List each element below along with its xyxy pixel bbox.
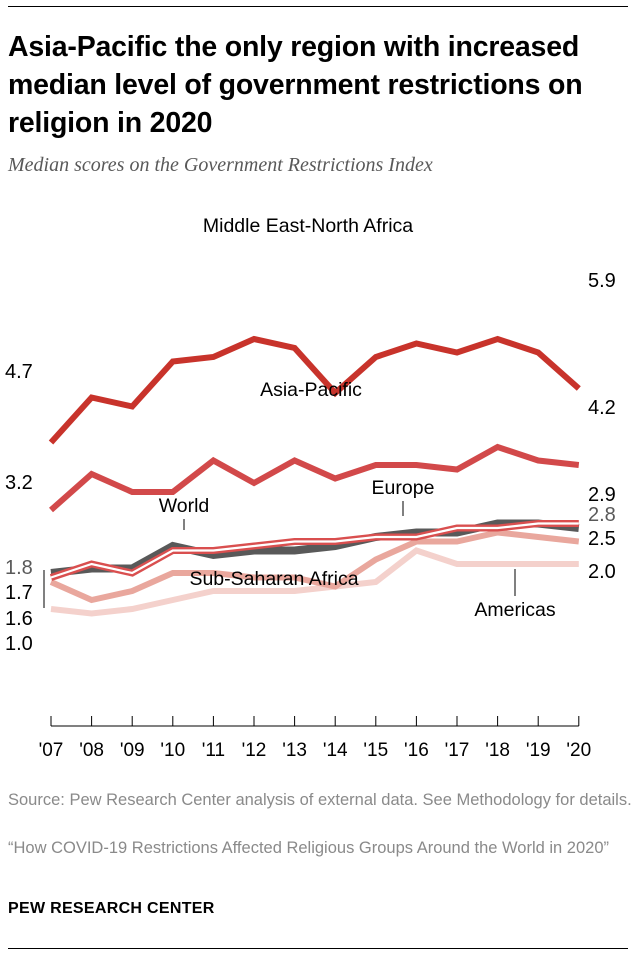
x-tick-label: '11 xyxy=(202,740,225,761)
start-value-americas: 1.0 xyxy=(5,633,33,655)
x-tick-label: '15 xyxy=(363,740,388,761)
start-value-asia: 3.2 xyxy=(5,472,33,494)
series-line-asia-pacific xyxy=(49,443,580,513)
x-tick-label: '14 xyxy=(323,740,348,761)
top-rule xyxy=(8,6,628,7)
x-tick-label: '17 xyxy=(445,740,470,761)
series-label-europe: Europe xyxy=(372,477,435,499)
series-line-americas xyxy=(50,547,579,617)
start-value-mena: 4.7 xyxy=(5,361,33,383)
chart-title: Asia-Pacific the only region with increa… xyxy=(8,31,583,139)
x-tick-label: '13 xyxy=(282,740,307,761)
end-value-asia: 4.2 xyxy=(588,397,616,419)
x-tick-label: '18 xyxy=(485,740,510,761)
x-tick-label: '09 xyxy=(120,740,145,761)
brand-logo-text: PEW RESEARCH CENTER xyxy=(8,900,215,917)
chart-subtitle: Median scores on the Government Restrict… xyxy=(8,154,433,176)
series-line-middle-east-north-africa xyxy=(48,335,581,445)
bottom-rule xyxy=(8,948,628,949)
end-value-ssa: 2.5 xyxy=(588,528,616,550)
end-value-world: 2.8 xyxy=(588,504,616,526)
x-tick-label: '16 xyxy=(404,740,429,761)
x-tick-label: '07 xyxy=(39,740,64,761)
end-value-europe: 2.9 xyxy=(588,484,616,506)
x-tick-label: '10 xyxy=(160,740,185,761)
series-label-middle-east-north-africa: Middle East-North Africa xyxy=(203,215,413,237)
series-label-asia-pacific: Asia-Pacific xyxy=(260,379,362,401)
end-value-mena: 5.9 xyxy=(588,270,616,292)
line-chart: '07 '08 '09 '10 '11 '12 '13 '14 '15 '16 '17 '18 '19 '… xyxy=(5,215,616,761)
series-label-world: World xyxy=(159,495,210,517)
start-value-world: 1.8 xyxy=(5,557,33,579)
series-label-sub-saharan-africa: Sub-Saharan Africa xyxy=(189,568,358,590)
series-lines xyxy=(48,335,581,617)
start-value-ssa: 1.6 xyxy=(5,608,33,630)
series-label-americas: Americas xyxy=(474,599,556,621)
series-line-sub-saharan-africa xyxy=(49,529,580,604)
x-tick-label: '20 xyxy=(566,740,591,761)
start-value-europe: 1.7 xyxy=(5,582,33,604)
report-citation: “How COVID-19 Restrictions Affected Reli… xyxy=(8,839,610,857)
x-axis: '07 '08 '09 '10 '11 '12 '13 '14 '15 '16 '17 '18 '19 '… xyxy=(39,716,591,761)
x-tick-label: '19 xyxy=(526,740,551,761)
x-tick-label: '12 xyxy=(242,740,267,761)
series-line-europe-inner xyxy=(50,522,579,579)
x-tick-label: '08 xyxy=(79,740,104,761)
chart-labels: Middle East-North Africa Asia-Pacific Worl… xyxy=(5,215,616,655)
end-value-americas: 2.0 xyxy=(588,561,616,583)
source-note: Source: Pew Research Center analysis of … xyxy=(8,791,632,809)
